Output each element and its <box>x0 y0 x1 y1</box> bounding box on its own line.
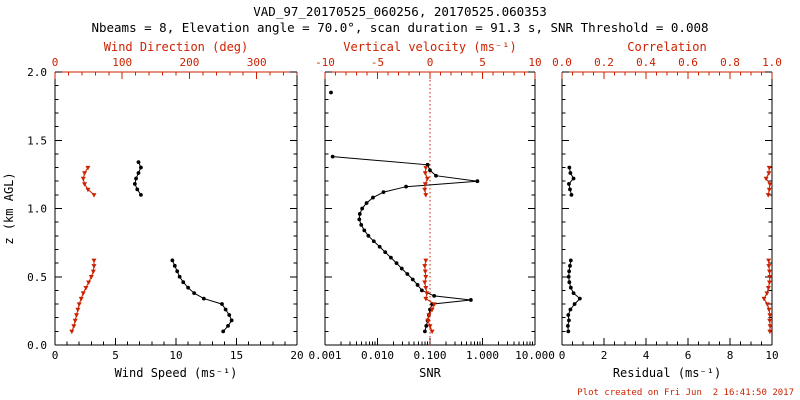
series-vertical-velocity <box>422 165 437 335</box>
svg-text:1.0: 1.0 <box>762 56 782 69</box>
svg-text:-10: -10 <box>315 56 335 69</box>
svg-text:5: 5 <box>112 349 119 362</box>
svg-text:300: 300 <box>247 56 267 69</box>
svg-text:0.5: 0.5 <box>27 271 47 284</box>
svg-text:0: 0 <box>52 349 59 362</box>
svg-text:Residual (ms⁻¹): Residual (ms⁻¹) <box>613 366 721 380</box>
svg-text:Correlation: Correlation <box>627 40 706 54</box>
svg-text:1.0: 1.0 <box>27 203 47 216</box>
svg-text:0.2: 0.2 <box>594 56 614 69</box>
svg-text:0.0: 0.0 <box>552 56 572 69</box>
svg-text:2: 2 <box>601 349 608 362</box>
svg-text:6: 6 <box>685 349 692 362</box>
svg-text:100: 100 <box>112 56 132 69</box>
series-correlation <box>761 165 773 335</box>
svg-text:z (km AGL): z (km AGL) <box>2 172 16 244</box>
svg-text:8: 8 <box>727 349 734 362</box>
svg-text:-5: -5 <box>371 56 384 69</box>
svg-text:20: 20 <box>290 349 303 362</box>
svg-text:1.5: 1.5 <box>27 134 47 147</box>
svg-text:0.6: 0.6 <box>678 56 698 69</box>
svg-text:200: 200 <box>180 56 200 69</box>
svg-text:Wind Direction (deg): Wind Direction (deg) <box>104 40 249 54</box>
svg-text:1.000: 1.000 <box>466 349 499 362</box>
series-residual <box>565 165 582 334</box>
svg-text:0: 0 <box>427 56 434 69</box>
svg-text:0.4: 0.4 <box>636 56 656 69</box>
svg-text:Wind Speed (ms⁻¹): Wind Speed (ms⁻¹) <box>115 366 238 380</box>
panel-residual-correlation: 0 2 4 6 8 10 0.0 0.2 0.4 0.6 0.8 1.0 Residual (ms⁻¹)… <box>552 40 782 380</box>
svg-text:0: 0 <box>52 56 59 69</box>
svg-text:4: 4 <box>643 349 650 362</box>
svg-text:15: 15 <box>230 349 243 362</box>
svg-text:0.100: 0.100 <box>413 349 446 362</box>
plot-subtitle: Nbeams = 8, Elevation angle = 70.0°, sca… <box>91 20 709 35</box>
svg-text:10: 10 <box>528 56 541 69</box>
svg-text:10: 10 <box>765 349 778 362</box>
series-wind-direction <box>69 165 97 335</box>
series-snr <box>329 90 480 334</box>
svg-text:0: 0 <box>559 349 566 362</box>
plot-created-timestamp: Plot created on Fri Jun 2 16:41:50 2017 <box>577 388 794 398</box>
svg-text:2.0: 2.0 <box>27 66 47 79</box>
series-wind-speed <box>132 160 234 334</box>
svg-text:SNR: SNR <box>419 366 441 380</box>
svg-text:0.8: 0.8 <box>720 56 740 69</box>
svg-text:0.010: 0.010 <box>361 349 394 362</box>
plot-title: VAD_97_20170525_060256, 20170525.060353 <box>253 4 547 19</box>
panel-snr-vertical-velocity: 0.001 0.010 0.100 1.000 10.000 -10 -5 0 5 10 SNR Ve… <box>308 40 554 380</box>
svg-text:5: 5 <box>479 56 486 69</box>
svg-text:10.000: 10.000 <box>515 349 555 362</box>
svg-text:0.0: 0.0 <box>27 339 47 352</box>
svg-text:Vertical velocity (ms⁻¹): Vertical velocity (ms⁻¹) <box>343 40 516 54</box>
svg-text:0.001: 0.001 <box>308 349 341 362</box>
svg-text:10: 10 <box>169 349 182 362</box>
